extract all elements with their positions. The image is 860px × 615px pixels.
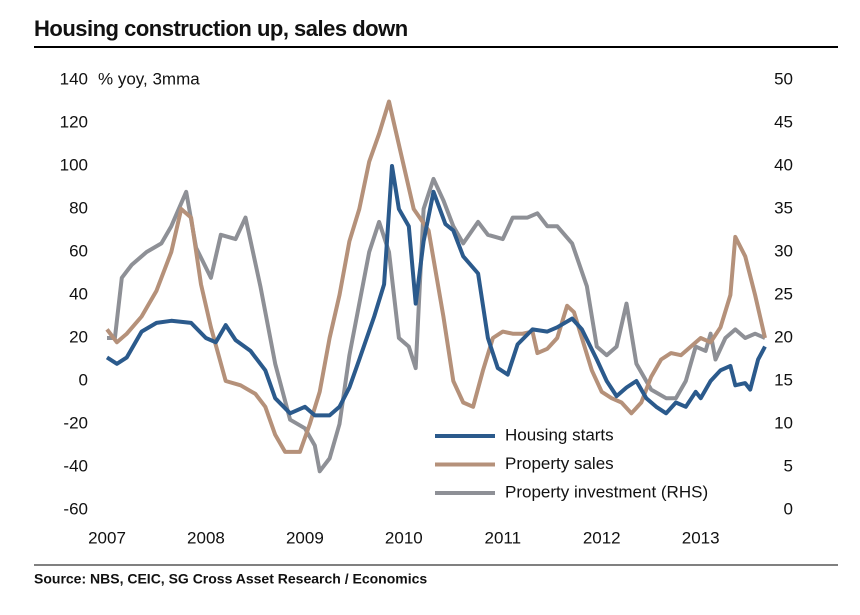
y-tick-label: 20 (69, 327, 88, 346)
y2-tick-label: 15 (774, 370, 793, 389)
x-tick-label: 2013 (682, 528, 720, 547)
y-tick-label: 120 (60, 112, 88, 131)
x-tick-label: 2009 (286, 528, 324, 547)
chart-title: Housing construction up, sales down (34, 16, 408, 41)
y2-tick-label: 30 (774, 241, 793, 260)
y-tick-label: 100 (60, 155, 88, 174)
y-tick-label: -40 (63, 456, 88, 475)
y2-tick-label: 40 (774, 155, 793, 174)
series-line (105, 99, 767, 454)
legend-label: Property investment (RHS) (505, 482, 708, 501)
series-line (105, 164, 767, 418)
x-tick-label: 2007 (88, 528, 126, 547)
legend-label: Housing starts (505, 425, 614, 444)
y-tick-label: 0 (79, 370, 88, 389)
y-tick-label: 40 (69, 284, 88, 303)
source: Source: NBS, CEIC, SG Cross Asset Resear… (34, 571, 427, 587)
y2-tick-label: 5 (784, 456, 793, 475)
y-tick-label: 140 (60, 69, 88, 88)
y2-tick-label: 10 (774, 413, 793, 432)
x-tick-label: 2008 (187, 528, 225, 547)
y-tick-label: -20 (63, 413, 88, 432)
x-tick-label: 2012 (583, 528, 621, 547)
y2-tick-label: 45 (774, 112, 793, 131)
y-tick-label: 80 (69, 198, 88, 217)
legend-label: Property sales (505, 454, 614, 473)
y-tick-label: -60 (63, 499, 88, 518)
x-tick-label: 2010 (385, 528, 423, 547)
y-tick-label: 60 (69, 241, 88, 260)
y2-tick-label: 25 (774, 284, 793, 303)
y2-tick-label: 50 (774, 69, 793, 88)
x-tick-label: 2011 (485, 528, 522, 547)
y2-tick-label: 0 (784, 499, 793, 518)
y-axis-label: % yoy, 3mma (98, 69, 200, 88)
y2-tick-label: 35 (774, 198, 793, 217)
y2-tick-label: 20 (774, 327, 793, 346)
series-line (107, 176, 766, 474)
